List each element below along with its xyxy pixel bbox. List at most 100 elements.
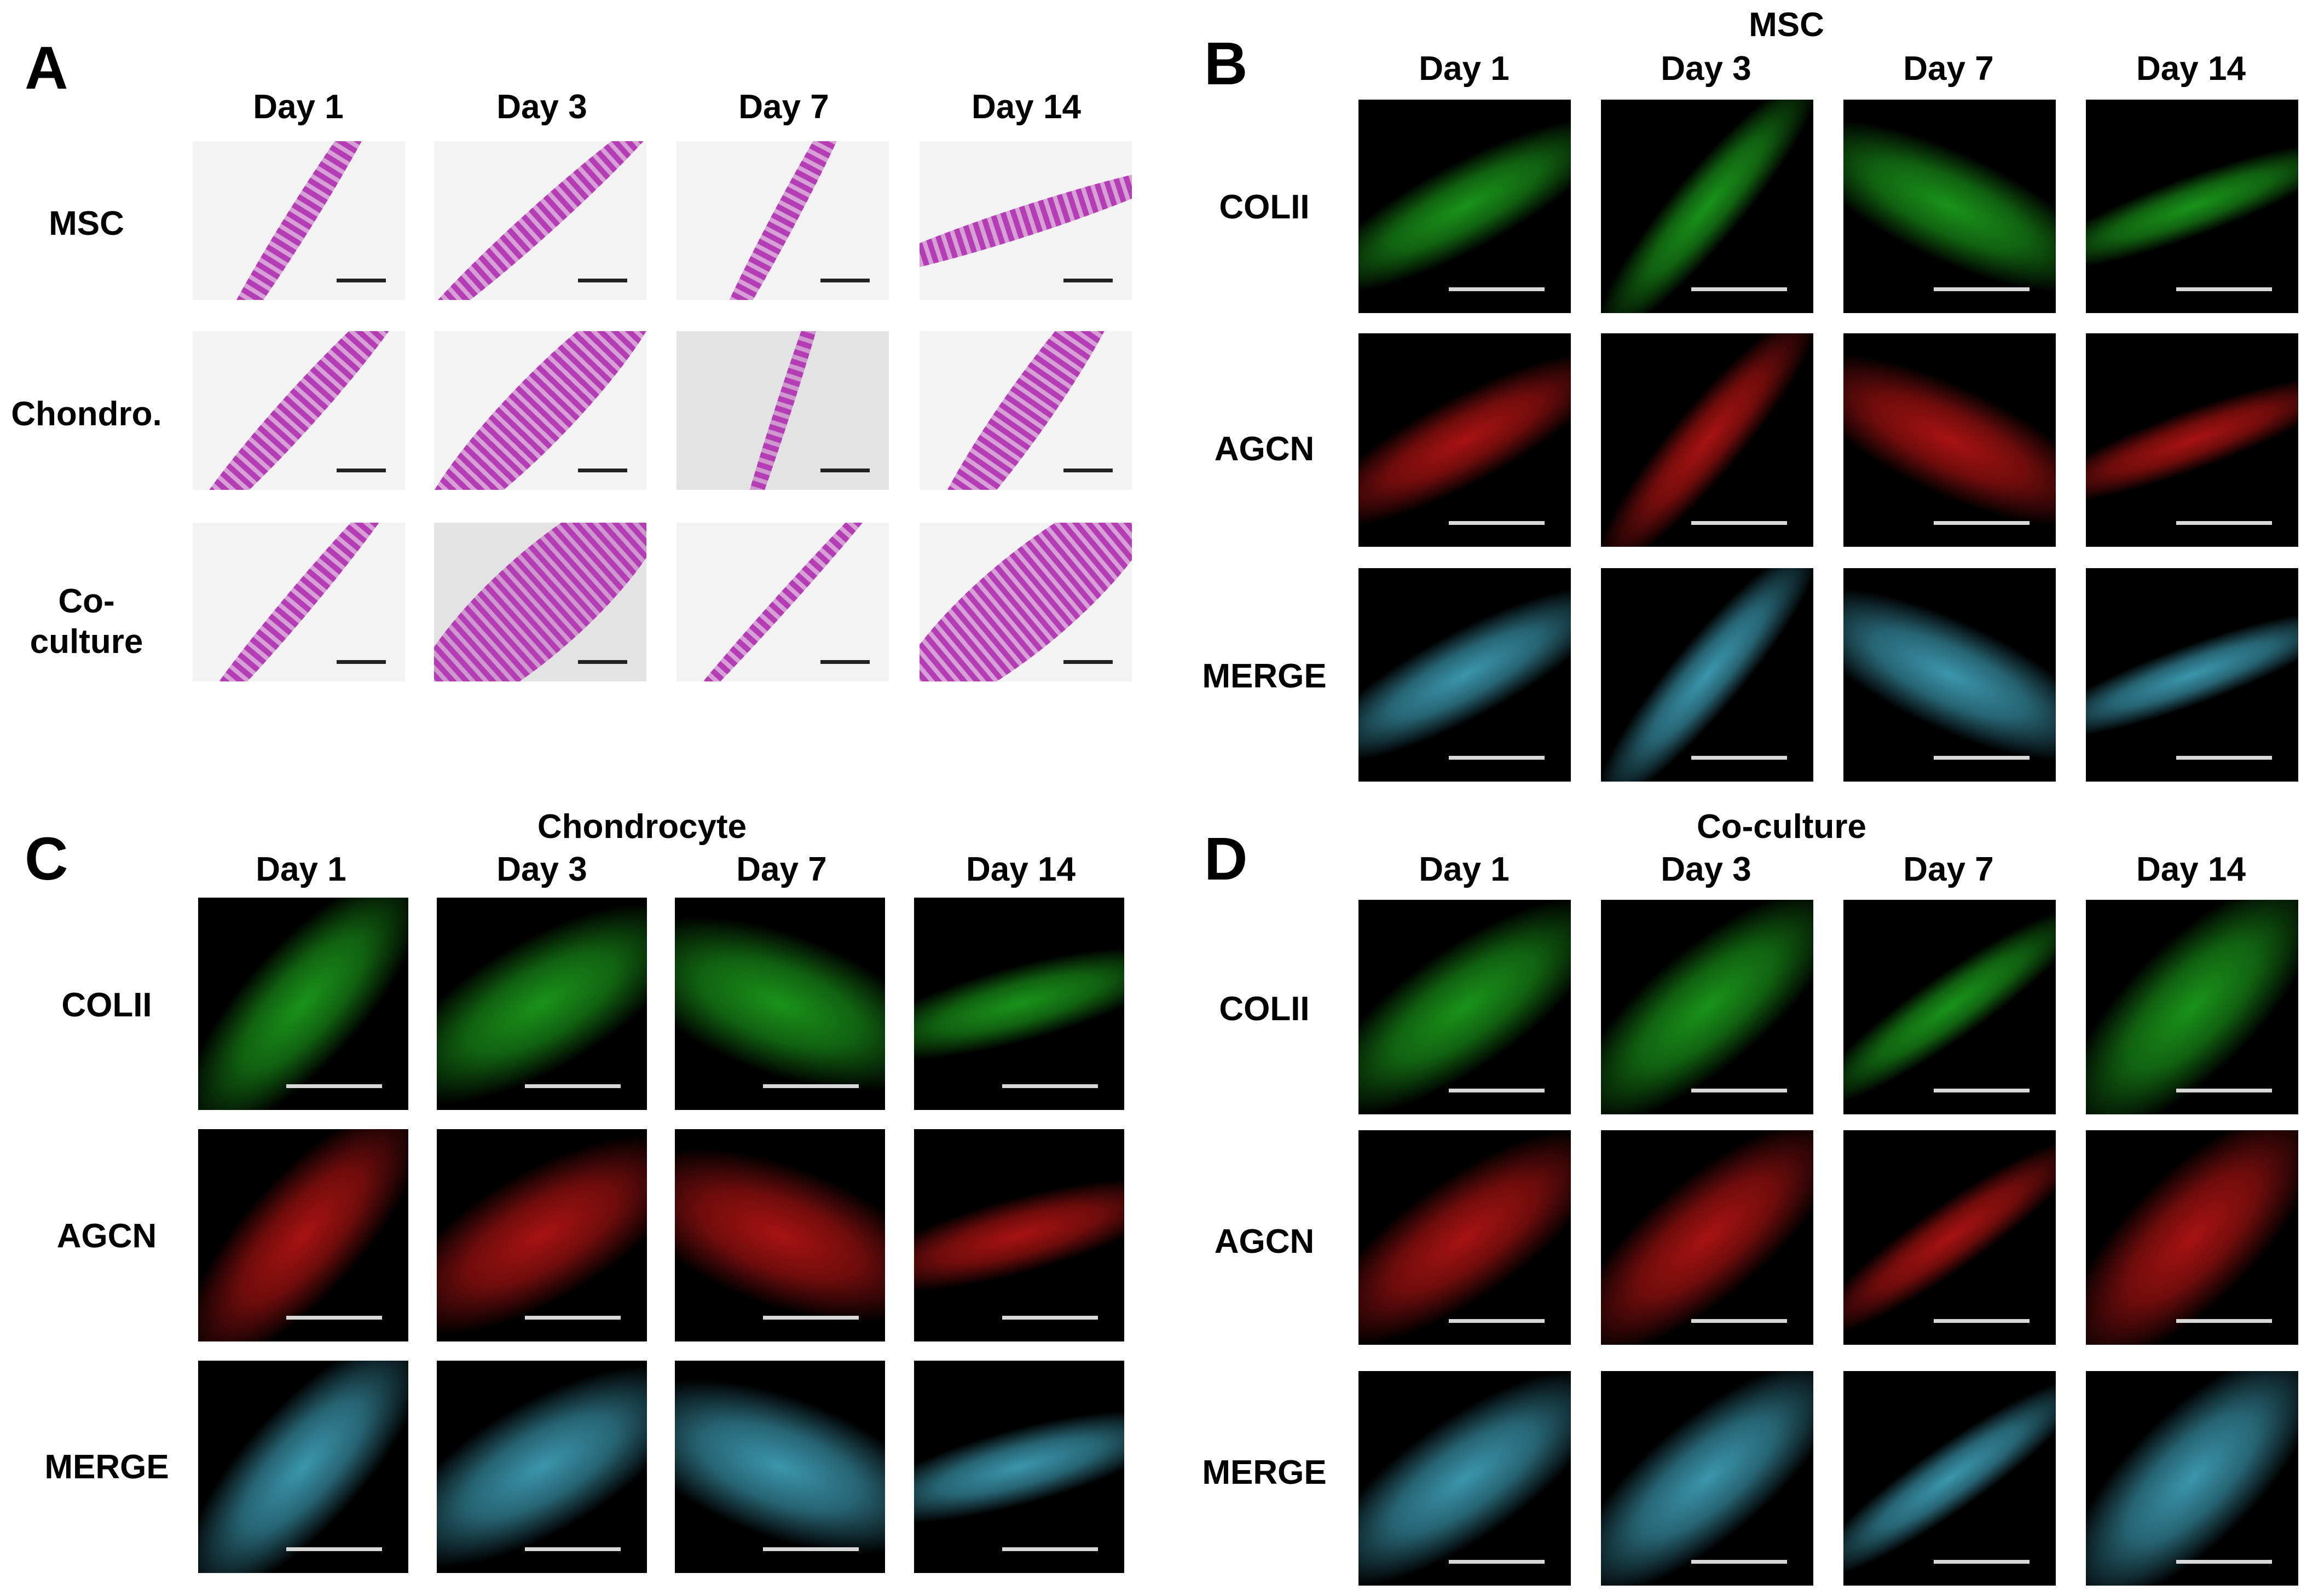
scale-bar [2176,1560,2272,1564]
coculture-tile-r1-c1 [1358,900,1571,1114]
col-c-day3: Day 3 [496,851,587,888]
tissue-band [2086,1371,2298,1586]
tissue-band [1843,100,2056,313]
tissue-band [675,1129,885,1341]
tissue-band [2086,900,2298,1114]
msc-tile-r2-c3 [1843,333,2056,547]
panel-letter-b: B [1204,30,1248,97]
tissue-band [1358,568,1571,782]
tissue-band [198,1361,408,1573]
tissue-band [434,523,646,681]
tissue-band [437,898,647,1110]
scale-bar [1691,756,1787,760]
scale-bar [1691,1089,1787,1092]
panel-title-b: MSC [1749,6,1824,44]
tissue-band [1601,333,1813,547]
panel-letter-d: D [1204,825,1248,893]
tissue-band [1358,1371,1571,1586]
he-tile-r2-c2 [434,331,646,490]
coculture-tile-r1-c2 [1601,900,1813,1114]
tissue-band [920,523,1132,681]
he-tile-r2-c1 [193,331,405,490]
tissue-band [677,523,889,681]
tissue-band [1358,333,1571,547]
scale-bar [1063,660,1113,664]
tissue-band [1601,568,1813,782]
row-c-agcn: AGCN [56,1217,157,1255]
scale-bar [286,1316,382,1320]
chondrocyte-tile-r2-c2 [437,1129,647,1341]
tissue-band [914,1386,1124,1548]
chondrocyte-tile-r1-c3 [675,898,885,1110]
col-d-day14: Day 14 [2136,851,2246,888]
tissue-band [198,898,408,1110]
msc-tile-r2-c2 [1601,333,1813,547]
scale-bar [1934,756,2030,760]
tissue-band [1358,100,1571,313]
msc-tile-r2-c1 [1358,333,1571,547]
row-b-merge: MERGE [1202,657,1327,695]
msc-tile-r3-c1 [1358,568,1571,782]
scale-bar [1691,1560,1787,1564]
tissue-band [434,331,646,490]
row-b-colii: COLII [1219,188,1310,226]
coculture-tile-r1-c3 [1843,900,2056,1114]
scale-bar [820,279,870,282]
he-tile-r3-c2 [434,523,646,681]
scale-bar [1449,756,1545,760]
tissue-band [1843,1371,2056,1586]
tissue-band [692,141,874,300]
tissue-band [198,1129,408,1341]
scale-bar [286,1084,382,1088]
row-d-merge: MERGE [1202,1454,1327,1491]
tissue-band [914,923,1124,1085]
scale-bar [2176,287,2272,291]
row-a-chondro: Chondro. [11,395,162,433]
scale-bar [1691,1319,1787,1323]
msc-tile-r1-c4 [2086,100,2298,313]
row-a-coculture: Co- culture [30,582,143,661]
msc-tile-r1-c1 [1358,100,1571,313]
row-d-colii: COLII [1219,990,1310,1028]
col-a-day1: Day 1 [253,88,344,126]
coculture-tile-r3-c4 [2086,1371,2298,1586]
scale-bar [578,469,627,472]
tissue-band [197,141,401,300]
tissue-band [914,1154,1124,1316]
scale-bar [525,1084,621,1088]
coculture-tile-r2-c3 [1843,1130,2056,1345]
scale-bar [578,660,627,664]
scale-bar [1934,1089,2030,1092]
tissue-band [193,523,405,681]
col-c-day14: Day 14 [966,851,1076,888]
he-tile-r1-c4 [920,141,1132,300]
tissue-band [2086,1130,2298,1345]
panel-letter-c: C [25,825,68,893]
scale-bar [286,1547,382,1551]
scale-bar [1449,1560,1545,1564]
tissue-band [2086,354,2298,527]
scale-bar [1002,1084,1098,1088]
scale-bar [1934,1319,2030,1323]
msc-tile-r3-c4 [2086,568,2298,782]
scale-bar [1449,287,1545,291]
scale-bar [1934,1560,2030,1564]
tissue-band [1601,100,1813,313]
scale-bar [1002,1316,1098,1320]
chondrocyte-tile-r1-c4 [914,898,1124,1110]
scale-bar [1063,279,1113,282]
tissue-band [2086,120,2298,293]
msc-tile-r1-c3 [1843,100,2056,313]
tissue-band [675,1361,885,1573]
tissue-band [675,898,885,1110]
coculture-tile-r1-c4 [2086,900,2298,1114]
col-b-day7: Day 7 [1903,50,1994,88]
col-a-day14: Day 14 [972,88,1081,126]
tissue-band [920,153,1132,288]
col-d-day1: Day 1 [1419,851,1510,888]
tissue-band [1358,1130,1571,1345]
scale-bar [763,1316,859,1320]
chondrocyte-tile-r3-c4 [914,1361,1124,1573]
tissue-band [920,331,1132,490]
chondrocyte-tile-r3-c1 [198,1361,408,1573]
